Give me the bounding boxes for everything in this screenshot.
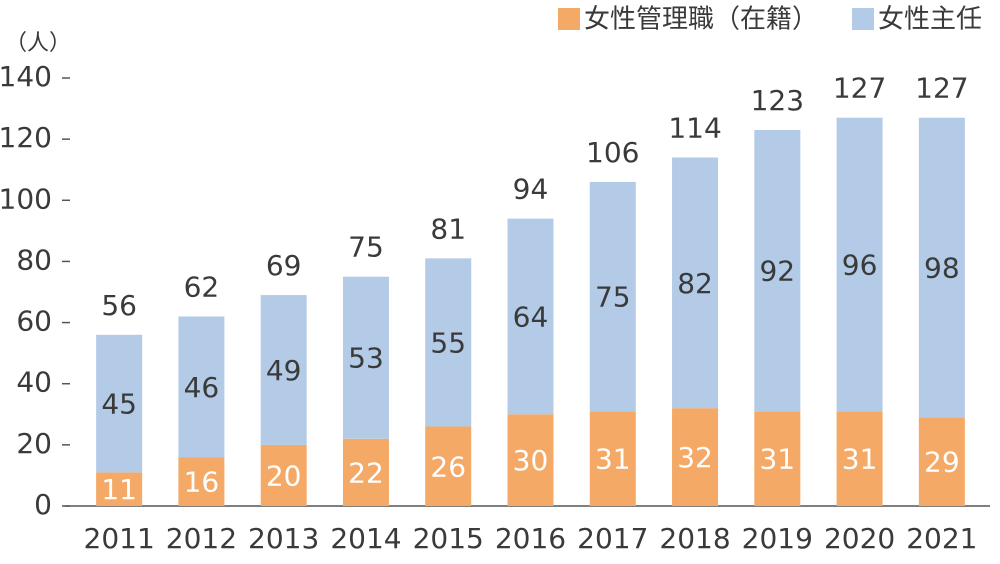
x-tick-label: 2018	[659, 522, 730, 555]
x-tick-label: 2017	[577, 522, 648, 555]
bar-segment	[589, 181, 636, 412]
y-tick-label: 80	[16, 243, 52, 276]
y-tick-label: 100	[0, 182, 52, 215]
total-label: 123	[751, 84, 804, 117]
value-label: 31	[842, 443, 878, 476]
value-label: 49	[266, 354, 302, 387]
bar-segment	[836, 117, 883, 412]
x-tick-label: 2021	[906, 522, 977, 555]
value-label: 96	[842, 248, 878, 281]
x-tick-label: 2016	[495, 522, 566, 555]
bar-segment	[507, 218, 554, 415]
value-label: 64	[513, 300, 549, 333]
total-label: 94	[513, 173, 549, 206]
value-label: 55	[430, 326, 466, 359]
bar-segment	[918, 417, 965, 506]
bar-segment	[836, 411, 883, 506]
total-label: 75	[348, 231, 384, 264]
y-tick-label: 140	[0, 60, 52, 93]
value-label: 16	[184, 466, 220, 499]
bar-segment	[672, 157, 719, 409]
total-label: 69	[266, 249, 302, 282]
bar-segment	[672, 408, 719, 506]
bar-segment	[918, 117, 965, 418]
value-label: 75	[595, 281, 631, 314]
total-label: 106	[586, 136, 639, 169]
value-label: 92	[759, 255, 795, 288]
value-label: 98	[924, 252, 960, 285]
total-label: 127	[833, 72, 886, 105]
y-tick-label: 60	[16, 305, 52, 338]
bar-segment	[507, 414, 554, 506]
bar-segment	[425, 258, 472, 427]
value-label: 45	[101, 388, 137, 421]
y-tick-label: 120	[0, 121, 52, 154]
x-tick-label: 2011	[84, 522, 155, 555]
x-tick-label: 2012	[166, 522, 237, 555]
bar-segment	[96, 472, 143, 506]
total-label: 114	[668, 111, 721, 144]
bar-segment	[754, 411, 801, 506]
y-tick-label: 20	[16, 427, 52, 460]
legend-swatch	[852, 8, 874, 30]
value-label: 22	[348, 456, 384, 489]
value-label: 20	[266, 459, 302, 492]
value-label: 53	[348, 342, 384, 375]
total-label: 81	[430, 212, 466, 245]
bar-segment	[342, 276, 389, 439]
value-label: 26	[430, 450, 466, 483]
value-label: 29	[924, 446, 960, 479]
bar-segment	[96, 334, 143, 473]
legend-label: 女性管理職（在籍）	[584, 5, 818, 35]
y-axis-label: （人）	[5, 31, 71, 56]
bar-segment	[589, 411, 636, 506]
x-tick-label: 2020	[824, 522, 895, 555]
value-label: 31	[759, 443, 795, 476]
value-label: 32	[677, 441, 713, 474]
y-tick-label: 0	[34, 488, 52, 521]
value-label: 82	[677, 267, 713, 300]
bar-segment	[342, 438, 389, 506]
bar-segment	[425, 426, 472, 506]
legend-label: 女性主任	[878, 5, 982, 35]
total-label: 127	[915, 72, 968, 105]
x-tick-label: 2015	[413, 522, 484, 555]
value-label: 31	[595, 443, 631, 476]
bar-segment	[178, 316, 225, 458]
total-label: 56	[101, 289, 137, 322]
bar-segment	[260, 295, 307, 445]
x-tick-label: 2014	[330, 522, 401, 555]
bar-segment	[178, 457, 225, 506]
y-tick-label: 40	[16, 366, 52, 399]
value-label: 30	[513, 444, 549, 477]
value-label: 11	[101, 473, 137, 506]
bar-segment	[260, 444, 307, 506]
x-tick-label: 2019	[742, 522, 813, 555]
value-label: 46	[184, 371, 220, 404]
x-tick-label: 2013	[248, 522, 319, 555]
bar-segment	[754, 129, 801, 412]
legend-swatch	[558, 8, 580, 30]
total-label: 62	[184, 270, 220, 303]
